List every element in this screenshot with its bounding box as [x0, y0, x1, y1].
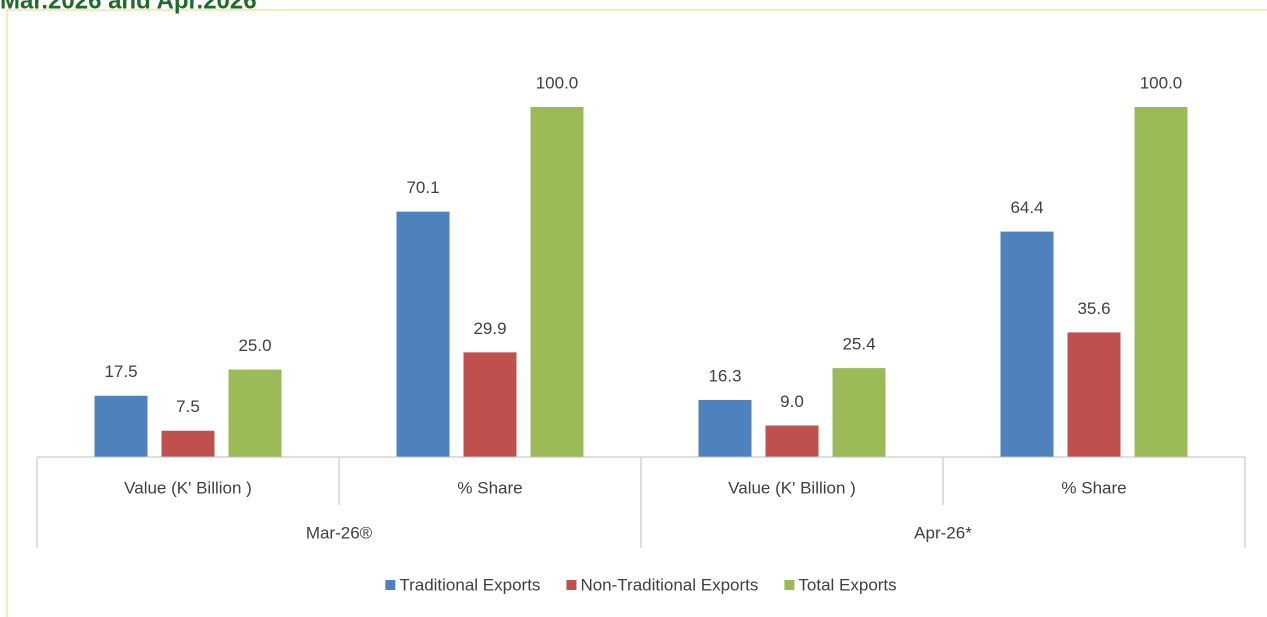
legend-label: Total Exports — [798, 575, 896, 594]
bar — [1067, 332, 1121, 457]
value-label: 100.0 — [536, 73, 579, 92]
group-label: Mar-26® — [306, 523, 373, 542]
bar — [832, 368, 886, 457]
bar — [698, 399, 752, 457]
value-label: 25.0 — [238, 336, 271, 355]
bar — [228, 369, 282, 457]
x-tick-label: % Share — [1061, 478, 1126, 497]
bar — [1000, 231, 1054, 457]
value-label: 35.6 — [1077, 299, 1110, 318]
x-tick-label: % Share — [457, 478, 522, 497]
bar — [1134, 107, 1188, 457]
chart-title: Mar.2026 and Apr.2026 — [0, 0, 257, 14]
value-label: 100.0 — [1140, 73, 1183, 92]
legend-swatch — [385, 580, 396, 590]
bar — [94, 395, 148, 457]
value-label: 17.5 — [104, 362, 137, 381]
legend-swatch — [784, 580, 795, 590]
value-label: 7.5 — [176, 397, 200, 416]
value-label: 25.4 — [842, 335, 875, 354]
bar — [463, 352, 517, 457]
legend-swatch — [566, 580, 577, 590]
bar — [396, 211, 450, 457]
x-tick-label: Value (K' Billion ) — [728, 478, 856, 497]
value-label: 29.9 — [473, 319, 506, 338]
value-label: 16.3 — [708, 366, 741, 385]
bar — [765, 425, 819, 457]
group-label: Apr-26* — [914, 523, 972, 542]
value-label: 9.0 — [780, 392, 804, 411]
x-tick-label: Value (K' Billion ) — [124, 478, 252, 497]
value-label: 70.1 — [406, 178, 439, 197]
bar — [530, 107, 584, 457]
legend-label: Traditional Exports — [399, 575, 540, 594]
legend-label: Non-Traditional Exports — [580, 575, 758, 594]
bar — [161, 430, 215, 457]
value-label: 64.4 — [1010, 198, 1043, 217]
